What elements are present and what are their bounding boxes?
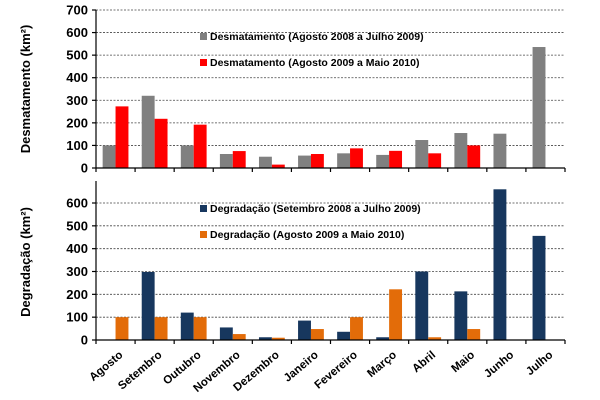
bar-series-2 (271, 164, 285, 168)
legend-label: Degradação (Agosto 2009 a Maio 2010) (210, 229, 404, 241)
bar-series-1 (180, 145, 194, 168)
y-tick-label: 300 (66, 93, 88, 108)
bar-series-1 (180, 312, 194, 340)
x-category-label: Fevereiro (313, 349, 360, 391)
y-tick-label: 200 (66, 287, 88, 302)
legend-swatch (200, 59, 207, 66)
x-category-label: Março (365, 349, 399, 380)
x-category-label: Junho (482, 349, 516, 380)
bar-series-2 (428, 337, 442, 340)
bar-series-1 (376, 154, 390, 168)
bar-series-1 (102, 145, 116, 168)
bar-series-2 (389, 150, 403, 168)
bar-series-1 (337, 331, 351, 340)
bar-series-1 (298, 155, 311, 168)
bar-series-1 (493, 189, 507, 340)
y-tick-label: 100 (66, 310, 88, 325)
bar-series-1 (141, 271, 155, 340)
bar-series-2 (389, 289, 403, 340)
bar-series-1 (532, 235, 546, 340)
y-tick-label: 0 (81, 333, 88, 348)
y-axis-title: Desmatamento (km²) (18, 25, 33, 154)
bar-series-1 (376, 337, 390, 340)
bar-series-2 (232, 151, 246, 168)
y-tick-label: 600 (66, 196, 88, 211)
bar-series-2 (467, 145, 481, 168)
y-tick-label: 100 (66, 138, 88, 153)
legend-label: Desmatamento (Agosto 2008 a Julho 2009) (210, 31, 424, 43)
legend-swatch (200, 33, 207, 40)
bar-series-1 (219, 327, 233, 340)
x-category-label: Abril (410, 349, 438, 375)
x-category-label: Agosto (87, 349, 125, 384)
y-tick-label: 400 (66, 70, 88, 85)
y-tick-label: 500 (66, 218, 88, 233)
bar-series-1 (298, 320, 311, 340)
bar-series-1 (337, 153, 351, 168)
bar-series-2 (428, 153, 442, 168)
bar-series-2 (232, 334, 246, 340)
bar-series-2 (154, 317, 168, 340)
bar-series-1 (415, 140, 429, 168)
x-category-label: Julho (524, 349, 555, 378)
bar-series-2 (310, 154, 324, 168)
bar-series-2 (193, 317, 207, 340)
y-tick-label: 600 (66, 25, 88, 40)
bar-series-2 (193, 124, 207, 168)
bar-series-2 (115, 106, 129, 168)
x-category-label: Setembro (116, 349, 164, 392)
y-tick-label: 400 (66, 241, 88, 256)
bar-series-1 (454, 133, 468, 168)
bar-series-1 (415, 271, 429, 340)
y-tick-label: 700 (66, 3, 88, 18)
bar-series-2 (350, 317, 363, 340)
bar-series-2 (115, 317, 129, 340)
bar-series-1 (454, 291, 468, 340)
y-tick-label: 500 (66, 48, 88, 63)
bar-series-2 (310, 329, 324, 340)
y-axis-title: Degradação (km²) (18, 207, 33, 317)
legend-label: Desmatamento (Agosto 2009 a Maio 2010) (210, 57, 420, 69)
bar-series-2 (350, 148, 363, 168)
bar-series-1 (258, 156, 272, 168)
bar-series-2 (467, 329, 481, 340)
bar-series-1 (532, 47, 546, 168)
y-tick-label: 300 (66, 264, 88, 279)
y-tick-label: 0 (81, 161, 88, 176)
bar-series-1 (141, 95, 155, 168)
legend-label: Degradação (Setembro 2008 a Julho 2009) (210, 203, 421, 215)
legend-swatch (200, 231, 207, 238)
bar-series-2 (154, 118, 168, 168)
legend-swatch (200, 205, 207, 212)
bar-series-1 (219, 154, 233, 168)
y-tick-label: 200 (66, 115, 88, 130)
bar-series-1 (493, 133, 507, 168)
x-category-label: Maio (449, 349, 477, 375)
degradation-chart: 0 100 200 300 400 500 600 Degradação (km²) Degra… (18, 181, 566, 348)
bar-series-2 (271, 337, 285, 340)
deforestation-chart: 0 100 200 300 400 500 600 700 Desmatamento (km²)… (18, 3, 566, 176)
bar-series-1 (258, 337, 272, 340)
